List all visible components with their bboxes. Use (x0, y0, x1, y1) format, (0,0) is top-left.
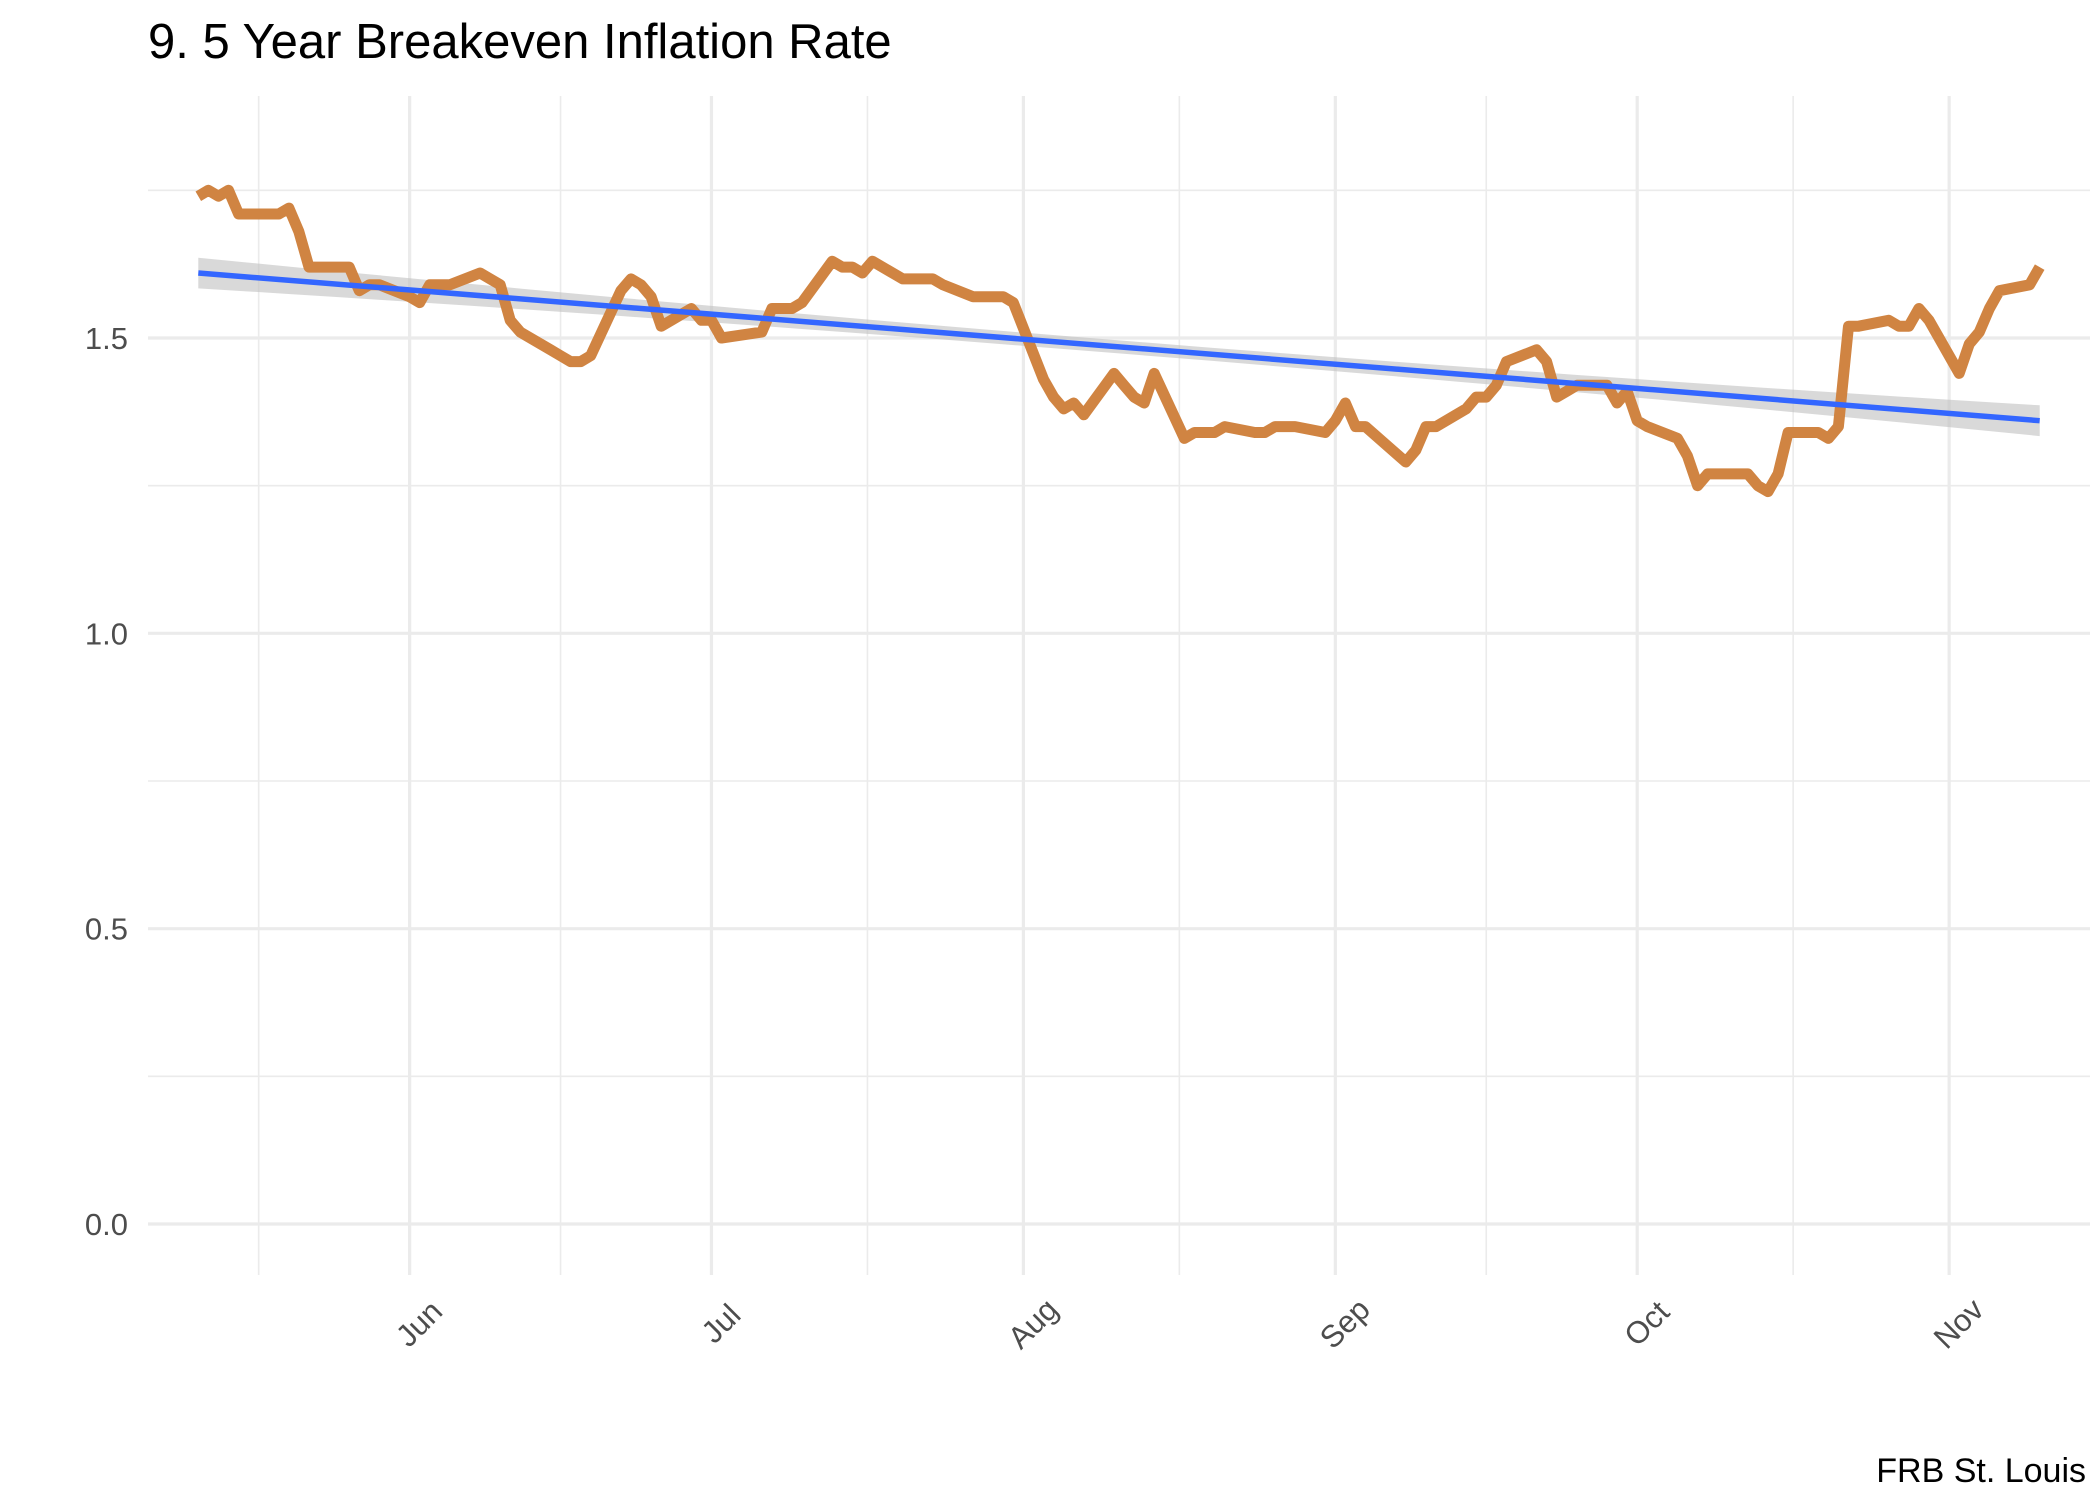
x-axis: Jun Jul Aug Sep Oct Nov (389, 1291, 1991, 1355)
y-axis: 0.0 0.5 1.0 1.5 (85, 321, 128, 1242)
x-tick-label: Jun (389, 1293, 449, 1353)
y-tick-label: 0.0 (85, 1207, 128, 1242)
x-tick-label: Sep (1313, 1292, 1377, 1356)
y-tick-label: 0.5 (85, 912, 128, 947)
source-caption: FRB St. Louis (1876, 1452, 2086, 1490)
x-tick-label: Jul (695, 1297, 748, 1350)
y-tick-label: 1.0 (85, 616, 128, 651)
y-tick-label: 1.5 (85, 321, 128, 356)
trend-line (198, 270, 2040, 424)
minor-gridlines (148, 96, 2090, 1275)
chart-title: 9. 5 Year Breakeven Inflation Rate (148, 15, 892, 69)
x-tick-label: Aug (1001, 1292, 1065, 1356)
trend-layer (198, 270, 2040, 424)
major-gridlines (148, 96, 2090, 1275)
x-tick-label: Nov (1927, 1291, 1991, 1355)
x-tick-label: Oct (1617, 1294, 1676, 1353)
